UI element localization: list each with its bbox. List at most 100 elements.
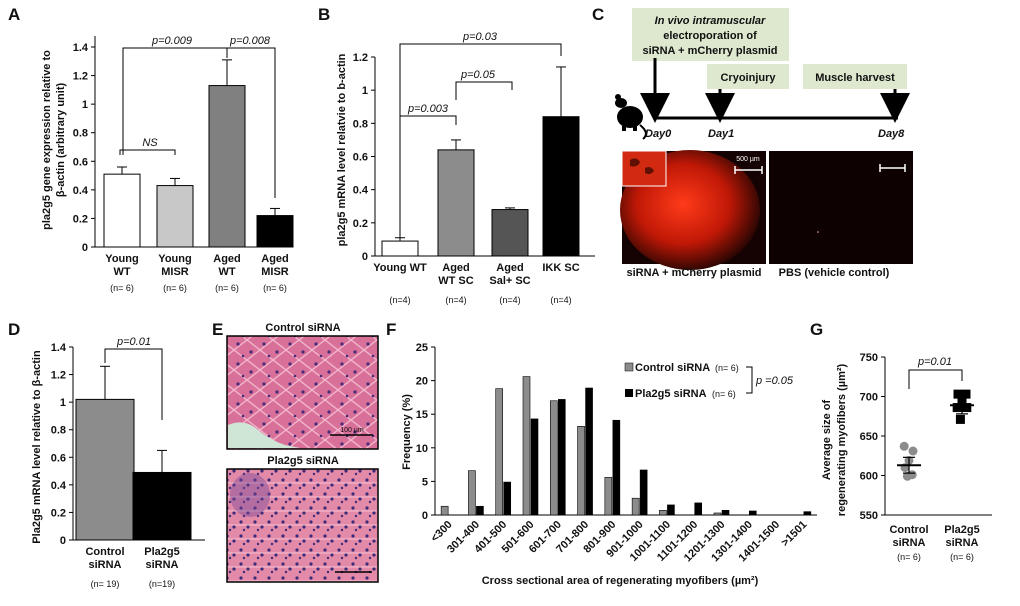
g-ytick-label: 700 bbox=[860, 392, 878, 404]
panel-c-step2-box bbox=[707, 64, 789, 89]
a-category-label: Aged bbox=[213, 253, 241, 265]
panel-d-pval: p=0.01 bbox=[116, 336, 151, 348]
a-ytick-label: 0 bbox=[82, 242, 88, 254]
panel-f-pval: p =0.05 bbox=[755, 375, 794, 387]
panel-b-ylabel: pla2g5 mRNA level relatvie to b-actin bbox=[336, 53, 348, 246]
b-ytick-label: 0.4 bbox=[353, 185, 369, 197]
panel-a-ylabel-line1: pla2g5 gene expression relative to bbox=[41, 50, 53, 230]
b-category-label: Aged bbox=[496, 262, 524, 274]
b-n-label: (n=4) bbox=[445, 295, 466, 305]
f-bar bbox=[631, 497, 640, 516]
b-n-label: (n=4) bbox=[499, 295, 520, 305]
g-category-label: Control bbox=[889, 524, 928, 536]
d-ytick-label: 0.4 bbox=[51, 480, 67, 492]
a-bar bbox=[103, 173, 141, 248]
f-bar bbox=[659, 509, 667, 516]
legend-bracket bbox=[746, 366, 753, 394]
panel-c-step3-box bbox=[803, 64, 907, 89]
g-data-point bbox=[962, 403, 972, 413]
panel-b-bracket-1 bbox=[399, 43, 562, 238]
f-ytick-label: 5 bbox=[422, 476, 428, 488]
panel-letter-a: A bbox=[8, 5, 20, 24]
g-ytick-label: 550 bbox=[860, 510, 878, 522]
g-n-label: (n= 6) bbox=[950, 552, 974, 562]
f-bar bbox=[803, 511, 812, 516]
panel-d: D Pla2g5 mRNA level relative to β-actin … bbox=[8, 320, 205, 589]
panel-c-day8: Day8 bbox=[878, 128, 905, 140]
panel-letter-e: E bbox=[212, 320, 223, 339]
f-bar bbox=[577, 425, 585, 516]
f-bar bbox=[522, 376, 531, 516]
panel-letter-b: B bbox=[318, 5, 330, 24]
a-category-label: MISR bbox=[161, 266, 189, 278]
panel-e-control-histology: 100 µm bbox=[226, 335, 379, 450]
g-category-label: siRNA bbox=[945, 537, 978, 549]
b-category-label: Young WT bbox=[373, 262, 427, 274]
a-ytick-label: 1 bbox=[82, 99, 88, 111]
legend-swatch-pla2g5 bbox=[625, 389, 633, 397]
a-n-label: (n= 6) bbox=[110, 283, 134, 293]
panel-e-top-title: Control siRNA bbox=[265, 322, 340, 334]
panel-c-fluorescence-image: 500 µm bbox=[620, 150, 766, 270]
f-bar bbox=[612, 419, 621, 516]
g-ytick-label: 750 bbox=[860, 352, 878, 364]
f-bar bbox=[503, 481, 512, 516]
f-bar bbox=[549, 400, 558, 516]
f-bar bbox=[694, 502, 703, 516]
d-bar bbox=[75, 398, 135, 541]
f-bar bbox=[639, 469, 648, 516]
panel-a-bracket-2 bbox=[226, 47, 276, 198]
panel-c-step1-line2: electroporation of bbox=[663, 30, 757, 42]
panel-c-step1-line3: siRNA + mCherry plasmid bbox=[643, 45, 778, 57]
a-ytick-label: 0.6 bbox=[73, 156, 88, 168]
panel-b-pval-3: p=0.003 bbox=[407, 103, 449, 115]
d-ytick-label: 0.6 bbox=[51, 452, 66, 464]
panel-g-pval: p=0.01 bbox=[917, 356, 952, 368]
a-bar bbox=[256, 215, 294, 248]
a-category-label: Young bbox=[158, 253, 191, 265]
legend-label-control: Control siRNA bbox=[635, 362, 710, 374]
g-n-label: (n= 6) bbox=[897, 552, 921, 562]
b-ytick-label: 0 bbox=[362, 251, 368, 263]
mouse-icon bbox=[615, 94, 647, 140]
a-ytick-label: 0.8 bbox=[73, 128, 88, 140]
d-n-label: (n=19) bbox=[149, 579, 175, 589]
panel-e-bottom-title: Pla2g5 siRNA bbox=[267, 455, 339, 467]
panel-g-ylabel-line2: regenerating myofibers (µm²) bbox=[836, 363, 848, 516]
panel-c-scale-label: 500 µm bbox=[736, 156, 760, 163]
panel-b-bracket-3 bbox=[399, 115, 457, 125]
panel-letter-g: G bbox=[810, 320, 823, 339]
b-ytick-label: 0.8 bbox=[353, 118, 368, 130]
panel-c-control-image bbox=[769, 151, 913, 264]
b-category-label: WT SC bbox=[438, 275, 473, 287]
f-ytick-label: 15 bbox=[416, 409, 428, 421]
legend-n-pla2g5: (n= 6) bbox=[712, 389, 736, 399]
d-category-label: Control bbox=[85, 546, 124, 558]
g-data-point bbox=[899, 441, 909, 451]
panel-e-pla2g5-histology bbox=[226, 468, 379, 583]
panel-c-day1: Day1 bbox=[708, 128, 734, 140]
f-bar bbox=[440, 505, 449, 516]
f-ytick-label: 10 bbox=[416, 443, 428, 455]
panel-d-bracket bbox=[104, 348, 163, 420]
a-bar bbox=[208, 85, 246, 248]
d-category-label: siRNA bbox=[88, 559, 121, 571]
g-data-point bbox=[908, 446, 918, 456]
a-ytick-label: 1.4 bbox=[73, 42, 89, 54]
panel-a: A pla2g5 gene expression relative to β-a… bbox=[8, 5, 294, 293]
b-n-label: (n=4) bbox=[389, 295, 410, 305]
b-ytick-label: 1.2 bbox=[353, 52, 368, 64]
panel-b-pval-2: p=0.05 bbox=[460, 69, 496, 81]
panel-e: E Control siRNA 100 µm Pla2g5 siRNA bbox=[212, 320, 379, 583]
panel-c: C In vivo intramuscular electroporation … bbox=[592, 5, 913, 279]
f-category-label: >1501 bbox=[779, 519, 809, 549]
panel-letter-f: F bbox=[386, 320, 396, 339]
panel-g: G Average size of regenerating myofibers… bbox=[810, 320, 992, 562]
panel-c-step2: Cryoinjury bbox=[720, 72, 776, 84]
a-category-label: Young bbox=[105, 253, 138, 265]
g-data-point bbox=[955, 414, 965, 424]
d-ytick-label: 0.8 bbox=[51, 425, 66, 437]
f-bar bbox=[713, 512, 722, 516]
a-category-label: MISR bbox=[261, 266, 289, 278]
